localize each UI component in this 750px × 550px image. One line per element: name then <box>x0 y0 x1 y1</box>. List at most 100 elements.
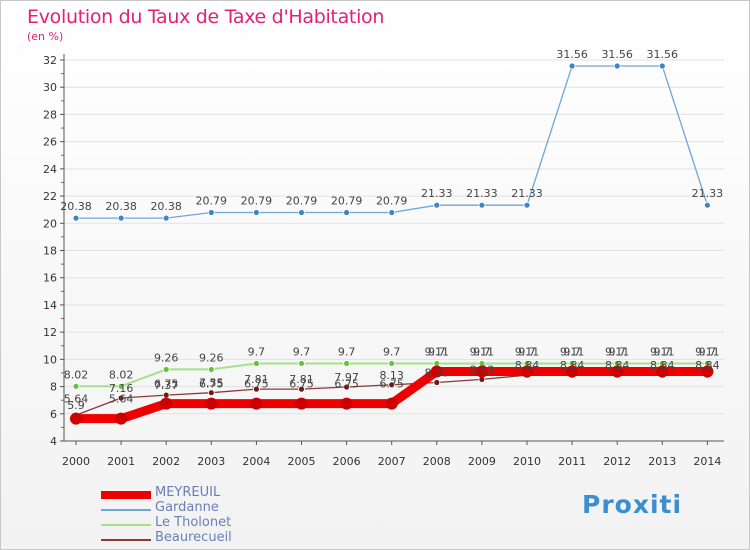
point-le-tholonet-2006 <box>343 360 351 367</box>
legend-label-gardanne: Gardanne <box>155 500 219 515</box>
point-le-tholonet-2003 <box>207 366 215 373</box>
label-le-tholonet-2009: 9.7 <box>473 345 491 358</box>
label-gardanne-2006: 20.79 <box>331 195 363 208</box>
point-meyreuil-2010 <box>521 365 533 378</box>
label-gardanne-2007: 20.79 <box>376 195 408 208</box>
point-gardanne-2006 <box>343 209 351 216</box>
ytick-label-20: 20 <box>43 217 57 230</box>
label-gardanne-2004: 20.79 <box>241 195 273 208</box>
point-beaurecueil-2007 <box>388 381 396 389</box>
label-beaurecueil-2005: 7.81 <box>289 373 314 386</box>
legend-swatch-meyreuil <box>101 491 151 499</box>
point-meyreuil-2009 <box>475 365 488 378</box>
ytick-label-24: 24 <box>43 163 57 176</box>
ytick-label-6: 6 <box>50 408 57 421</box>
point-beaurecueil-2004 <box>252 385 260 393</box>
ytick-label-4: 4 <box>50 435 57 448</box>
grid-lines <box>64 59 724 442</box>
proxiti-logo[interactable]: Proxiti <box>582 490 683 519</box>
legend-item-meyreuil[interactable]: MEYREUIL <box>101 485 361 500</box>
label-gardanne-2013: 31.56 <box>647 48 679 61</box>
legend-item-gardanne[interactable]: Gardanne <box>101 500 361 515</box>
point-gardanne-2005 <box>298 209 305 216</box>
label-meyreuil-2006: 6.75 <box>334 378 359 391</box>
point-gardanne-2009 <box>478 201 486 209</box>
label-meyreuil-2008: 9.11 <box>425 345 450 358</box>
label-beaurecueil-2002: 7.37 <box>154 379 179 392</box>
point-gardanne-2003 <box>207 209 215 216</box>
xtick-label-2010: 2010 <box>513 455 541 468</box>
label-meyreuil-2004: 6.75 <box>244 378 269 391</box>
label-le-tholonet-2004: 9.7 <box>248 345 266 358</box>
point-meyreuil-2012 <box>611 365 624 378</box>
label-beaurecueil-2007: 8.13 <box>379 369 404 382</box>
label-beaurecueil-2008: 8.30 <box>425 366 450 379</box>
point-meyreuil-2006 <box>340 397 353 410</box>
label-gardanne-2008: 21.33 <box>421 187 453 200</box>
label-le-tholonet-2001: 8.02 <box>109 368 134 381</box>
ytick-label-22: 22 <box>43 190 57 203</box>
label-le-tholonet-2011: 9.7 <box>563 345 581 358</box>
point-meyreuil-2001 <box>115 412 128 425</box>
ytick-label-14: 14 <box>43 299 57 312</box>
label-meyreuil-2009: 9.11 <box>470 345 495 358</box>
label-le-tholonet-2002: 9.26 <box>154 351 179 364</box>
xtick-label-2008: 2008 <box>423 455 451 468</box>
xtick-label-2003: 2003 <box>197 455 225 468</box>
label-gardanne-2002: 20.38 <box>150 200 182 213</box>
xtick-label-2001: 2001 <box>107 455 135 468</box>
point-gardanne-2012 <box>613 62 621 70</box>
point-le-tholonet-2000 <box>72 382 80 390</box>
ytick-label-32: 32 <box>43 54 57 67</box>
xtick-label-2006: 2006 <box>333 455 361 468</box>
label-le-tholonet-2013: 9.7 <box>654 345 672 358</box>
label-meyreuil-2007: 6.75 <box>379 378 404 391</box>
point-meyreuil-2003 <box>205 397 218 410</box>
label-gardanne-2003: 20.79 <box>196 195 228 208</box>
data-labels: 20.38 20.38 20.38 20.79 20.79 20.79 20.79 20.79… <box>60 48 723 412</box>
label-gardanne-2001: 20.38 <box>105 200 137 213</box>
label-meyreuil-2003: 6.75 <box>199 378 224 391</box>
label-meyreuil-2014: 9.11 <box>695 345 720 358</box>
xtick-label-2012: 2012 <box>603 455 631 468</box>
label-meyreuil-2010: 9.11 <box>515 345 540 358</box>
label-meyreuil-2011: 9.11 <box>560 345 585 358</box>
point-gardanne-2010 <box>523 201 531 209</box>
legend-label-beaurecueil: Beaurecueil <box>155 530 232 545</box>
point-gardanne-2008 <box>433 201 441 209</box>
label-gardanne-2014: 21.33 <box>692 187 724 200</box>
label-le-tholonet-2005: 9.7 <box>293 345 311 358</box>
legend-swatch-gardanne <box>101 509 151 511</box>
xtick-label-2004: 2004 <box>242 455 270 468</box>
label-le-tholonet-2012: 9.7 <box>608 345 626 358</box>
label-gardanne-2010: 21.33 <box>511 187 543 200</box>
legend-item-beaurecueil[interactable]: Beaurecueil <box>101 530 361 545</box>
xtick-label-2009: 2009 <box>468 455 496 468</box>
label-beaurecueil-2009: 8.53 <box>470 363 495 376</box>
xtick-label-2014: 2014 <box>693 455 721 468</box>
legend-swatch-le-tholonet <box>101 524 151 526</box>
point-meyreuil-2011 <box>566 365 579 378</box>
point-meyreuil-2008 <box>430 365 443 378</box>
label-meyreuil-2012: 9.11 <box>605 345 630 358</box>
xtick-label-2000: 2000 <box>62 455 90 468</box>
xtick-label-2002: 2002 <box>152 455 180 468</box>
label-beaurecueil-2004: 7.81 <box>244 373 269 386</box>
axes: 4 6 8 10 12 14 16 18 20 22 24 26 28 30 32 2000 2001 2002 2… <box>43 54 724 468</box>
label-beaurecueil-2000: 5.9 <box>67 399 85 412</box>
label-beaurecueil-2003: 7.55 <box>199 377 224 390</box>
point-meyreuil-2000 <box>70 412 82 425</box>
label-le-tholonet-2000: 8.02 <box>64 368 89 381</box>
point-beaurecueil-2008 <box>433 379 441 386</box>
label-beaurecueil-2011: 8.84 <box>560 359 585 372</box>
label-meyreuil-2001: 5.64 <box>109 393 134 406</box>
legend-item-le-tholonet[interactable]: Le Tholonet <box>101 515 361 530</box>
point-beaurecueil-2002 <box>162 391 170 399</box>
ytick-label-18: 18 <box>43 245 57 258</box>
point-le-tholonet-2001 <box>117 382 125 390</box>
label-gardanne-2009: 21.33 <box>466 187 498 200</box>
point-gardanne-2000 <box>72 214 80 222</box>
label-beaurecueil-2014: 8.84 <box>695 359 720 372</box>
